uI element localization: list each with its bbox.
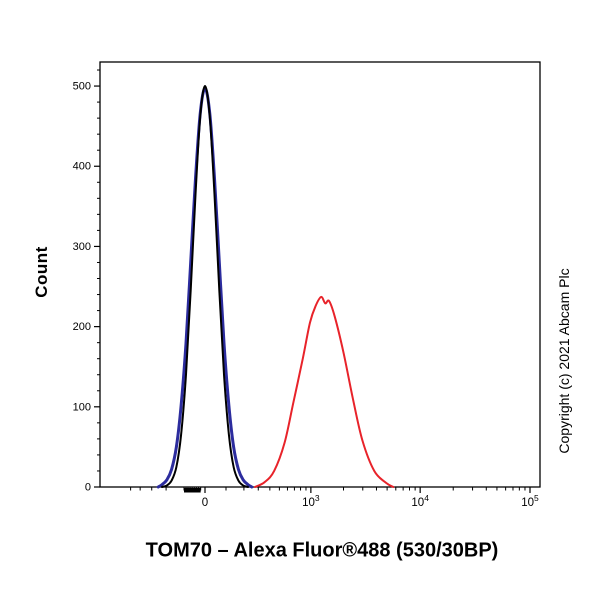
y-axis-title: Count <box>32 246 51 298</box>
x-tick-label: 0 <box>202 497 208 509</box>
y-tick-label: 400 <box>73 161 91 173</box>
y-tick-label: 200 <box>73 321 91 333</box>
x-axis-ticks: 0 103 104 105 <box>130 487 539 509</box>
x-tick-label: 105 <box>521 493 539 509</box>
x-tick-label: 104 <box>411 493 429 509</box>
y-axis-ticks: 0 100 200 300 400 500 <box>73 69 100 494</box>
y-tick-label: 0 <box>85 482 91 494</box>
blue-curve <box>156 86 254 489</box>
red-curve <box>254 295 395 488</box>
y-tick-label: 500 <box>73 81 91 93</box>
plot-frame <box>99 61 541 488</box>
y-tick-label: 300 <box>73 241 91 253</box>
y-tick-label: 100 <box>73 401 91 413</box>
copyright-text: Copyright (c) 2021 Abcam Plc <box>556 268 572 454</box>
x-tick-label: 103 <box>302 493 320 509</box>
axis-tick-cluster <box>183 488 201 493</box>
chart-title: TOM70 – Alexa Fluor®488 (530/30BP) <box>145 539 499 562</box>
black-curve <box>161 85 249 488</box>
